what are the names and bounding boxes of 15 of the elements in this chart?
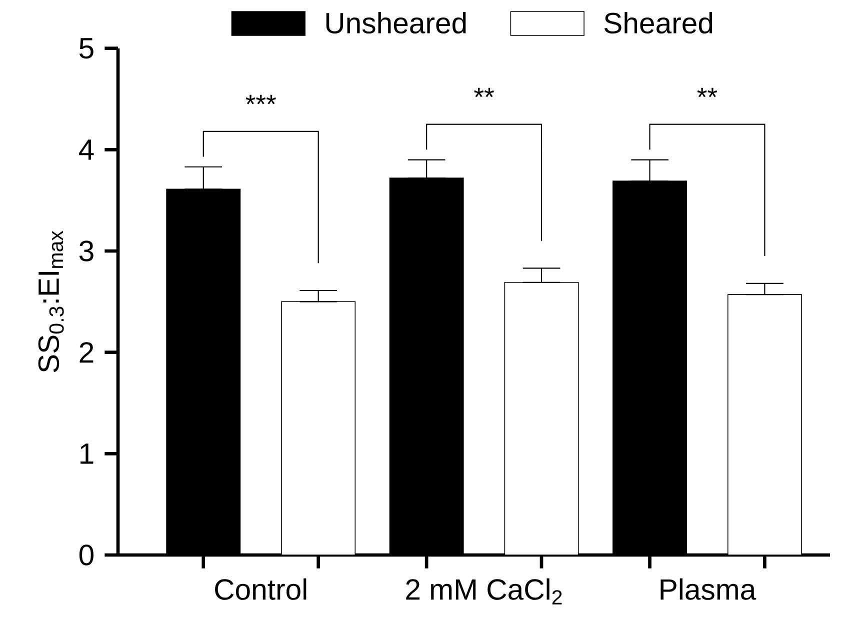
x-tick-label: Plasma <box>660 578 756 600</box>
y-axis-title: SS$_{0.3}$:EI$_{max}$ <box>38 230 64 372</box>
y-tick-label: 2 <box>80 342 94 363</box>
y-tick-label: 1 <box>80 444 94 464</box>
annotation: ** <box>697 88 718 98</box>
annotation: *** <box>246 94 276 104</box>
y-tick-label: 5 <box>79 38 94 59</box>
annotation: ** <box>474 88 494 98</box>
legend-label: Sheared <box>604 12 712 34</box>
y-tick-label: 0 <box>79 544 94 566</box>
x-tick-label: Control <box>215 578 306 600</box>
y-tick-label: 3 <box>79 240 94 262</box>
y-tick-label: 4 <box>78 140 94 160</box>
legend-label: Unsheared <box>326 12 466 34</box>
x-tick-label: 2 mM CaCl$_{2}$ <box>406 578 562 604</box>
